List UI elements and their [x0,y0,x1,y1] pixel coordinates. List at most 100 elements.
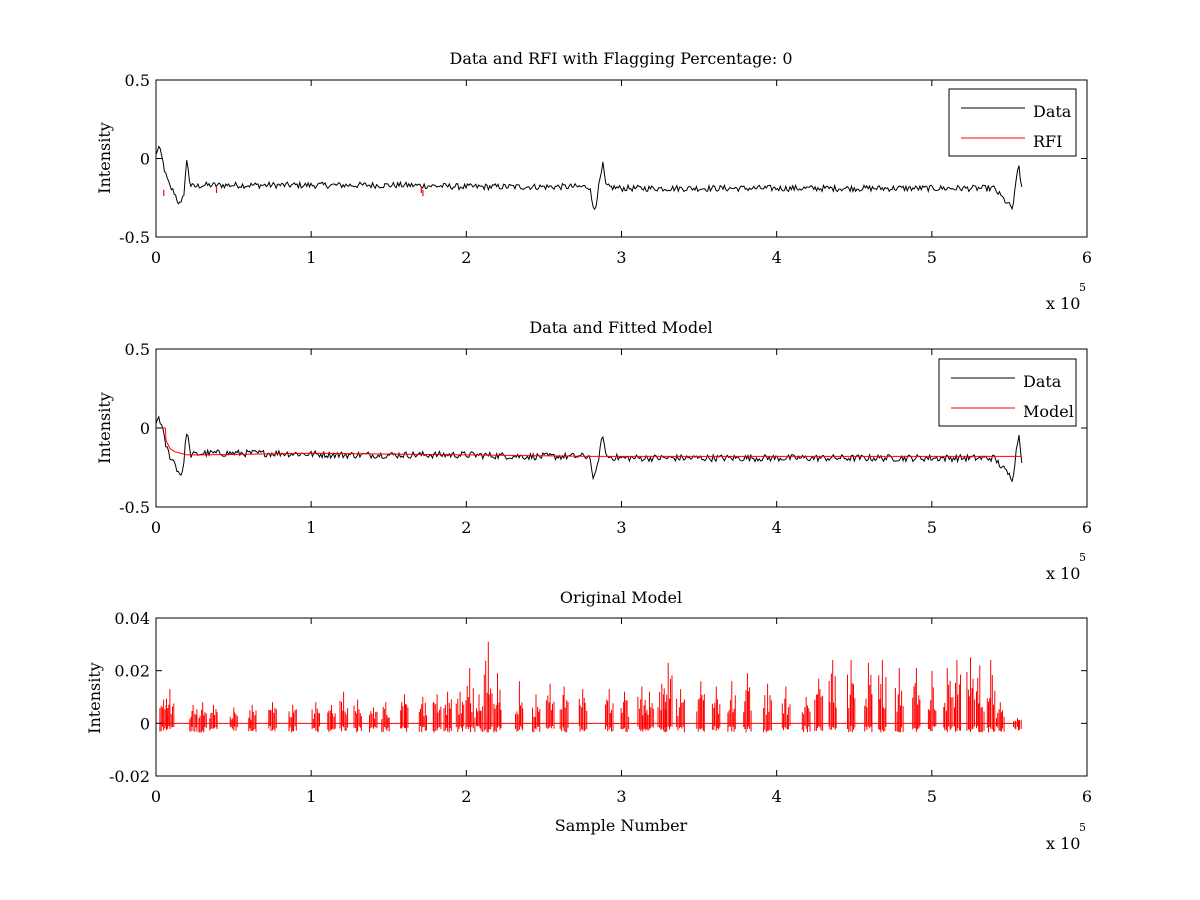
y-tick-label: -0.02 [109,767,150,786]
model-spike [166,689,175,731]
model-spike [996,702,1005,732]
model-spike [927,670,937,732]
model-spike-burst [711,686,721,731]
x-exponent-label: x 10 [1046,564,1080,583]
model-spike-burst [966,657,976,733]
model-spike-burst [455,691,465,733]
x-tick-label: 3 [616,787,626,806]
model-spike [781,686,791,731]
x-tick-label: 1 [306,248,316,267]
legend: Data Model [938,358,1077,427]
model-spike-burst [311,702,320,733]
model-spike [381,702,390,732]
series-group [156,145,1023,211]
model-spike [864,662,873,733]
model-spike-burst [268,702,277,732]
model-spike [637,686,646,732]
y-tick-label: -0.5 [119,498,150,517]
model-spike [493,673,502,733]
x-tick-label: 4 [772,248,782,267]
model-spike-burst [864,662,873,733]
model-spike [465,668,474,733]
y-axis-label: Intensity [95,392,114,464]
legend-label: Data [1033,102,1072,121]
model-spike [986,660,996,733]
model-spike [432,694,442,733]
model-spike [209,704,218,731]
chart-panel-0: Data and RFI with Flagging Percentage: 0… [95,49,1092,313]
model-spike-burst [209,704,218,731]
y-tick-label: 0.5 [125,340,150,359]
x-tick-label: 0 [151,518,161,537]
model-spike [676,689,685,733]
model-spike-burst [229,707,238,731]
model-spike [474,694,484,733]
model-spike [198,702,207,733]
model-spike-burst [696,681,705,732]
y-tick-label: 0.02 [114,662,150,681]
y-tick-label: 0 [140,419,150,438]
legend-label: Data [1023,372,1062,391]
model-spike [801,697,811,733]
model-spike-burst [483,641,493,733]
model-spike-burst [814,678,824,731]
model-spike [966,657,976,733]
legend: Data RFI [948,88,1077,157]
x-tick-label: 3 [616,248,626,267]
model-spike-burst [828,660,837,730]
model-spike [268,702,277,732]
model-spike-burst [781,686,791,731]
x-exponent-label: x 10 [1046,294,1080,313]
model-spike [455,691,465,733]
model-spike [696,681,705,732]
x-tick-label: 5 [927,518,937,537]
x-tick-label: 2 [461,248,471,267]
model-spike-burst [515,681,524,732]
chart-panel-1: Data and Fitted Model Intensity x 10 5 0… [95,318,1092,583]
model-spike [189,704,198,732]
model-spike [657,683,667,733]
model-spike-burst [198,702,207,733]
series-data-line [156,415,1023,483]
model-spike-burst [493,673,502,733]
model-spike [763,683,772,733]
model-spike-burst [996,702,1005,732]
model-spike-burst [727,681,736,732]
x-tick-label: 3 [616,518,626,537]
model-spike-burst [605,689,614,732]
model-spike-burst [432,694,442,733]
model-spike-burst [418,697,427,733]
model-spike-burst [801,697,811,733]
model-spike-burst [443,691,452,733]
model-spike-burst [657,683,667,733]
x-tick-label: 1 [306,518,316,537]
x-tick-label: 4 [772,518,782,537]
model-spike [532,694,541,733]
model-spike [620,691,630,732]
model-spike [645,691,654,731]
model-spike [828,660,837,730]
x-tick-label: 2 [461,787,471,806]
model-spike [952,660,961,732]
y-tick-label: 0.5 [125,71,150,90]
model-spike [578,689,588,732]
model-spike [894,668,904,733]
chart-title: Original Model [560,588,682,607]
x-tick-label: 6 [1082,248,1092,267]
model-spike-burst [545,683,555,729]
model-spike [743,673,752,733]
model-spike [545,683,555,729]
model-spike [847,660,856,733]
model-spike-burst [532,694,541,733]
model-spike-burst [637,686,646,732]
model-spike-burst [620,691,630,732]
model-spike-burst [676,689,685,733]
x-tick-label: 6 [1082,518,1092,537]
model-spike-burst [166,689,175,731]
x-tick-label: 1 [306,787,316,806]
x-tick-label: 6 [1082,787,1092,806]
model-spike [515,681,524,732]
model-spike [229,707,238,731]
y-tick-label: 0.04 [114,609,150,628]
